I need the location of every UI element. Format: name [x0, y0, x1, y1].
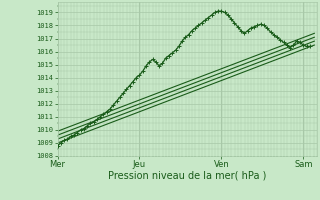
X-axis label: Pression niveau de la mer( hPa ): Pression niveau de la mer( hPa )	[108, 171, 266, 181]
